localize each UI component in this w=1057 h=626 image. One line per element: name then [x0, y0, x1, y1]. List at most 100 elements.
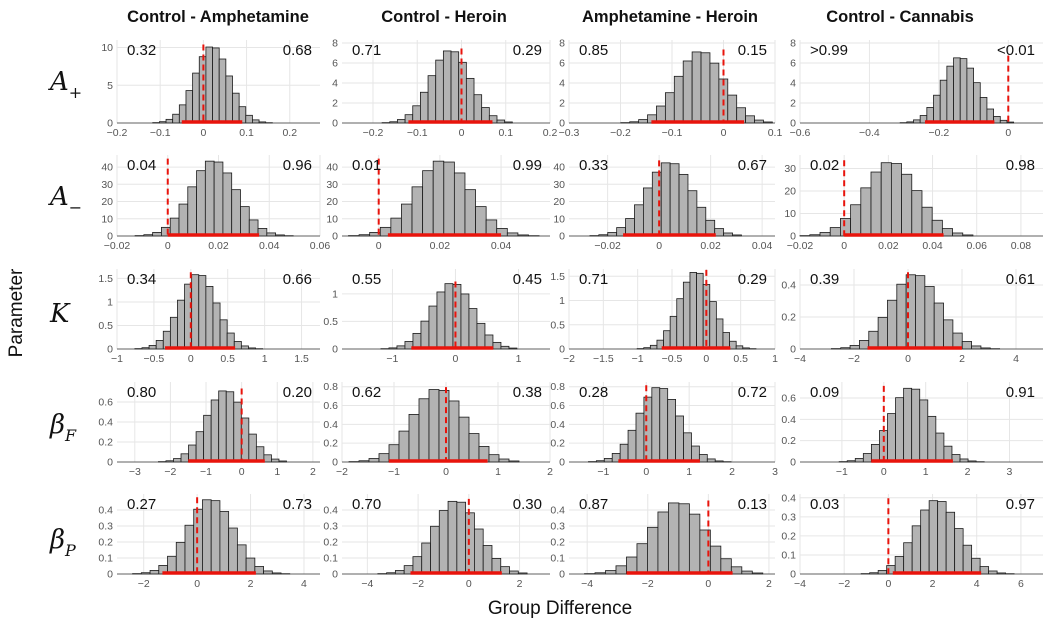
histogram-bar: [698, 454, 708, 463]
histogram-bar: [443, 161, 455, 237]
histogram-bar: [187, 186, 197, 237]
y-tick-label: 0.8: [323, 381, 338, 393]
y-tick-label: 0: [332, 457, 338, 469]
panel-beta-p-amphetamine-heroin: −4 −2 0 2 0 0.1 0.2 0.3 0.4 0.87 0.13: [550, 494, 775, 590]
histogram-bar: [636, 543, 648, 575]
probability-right: 0.15: [738, 42, 767, 59]
probability-right: <0.01: [997, 42, 1035, 59]
histogram-bar: [236, 544, 247, 575]
x-tick-label: −1: [836, 466, 848, 478]
histogram-bar: [920, 509, 930, 575]
histogram-bar: [252, 119, 260, 124]
histogram-bar: [420, 320, 430, 350]
histogram-bar: [607, 232, 618, 237]
y-tick-label: 2: [332, 98, 338, 110]
x-axis-title: Group Difference: [488, 598, 632, 619]
probability-left: 0.55: [352, 271, 381, 288]
y-tick-label: 6: [559, 58, 565, 70]
histogram-bar: [458, 416, 470, 463]
x-tick-label: −1: [386, 353, 398, 365]
row-label-subscript: +: [69, 83, 82, 102]
row-label-symbol: β: [49, 525, 65, 555]
x-tick-label: 0.02: [878, 240, 899, 252]
histogram-bar: [952, 232, 964, 237]
x-tick-label: 0.06: [310, 240, 331, 252]
histogram-bar: [709, 62, 720, 124]
histogram-bar: [421, 542, 431, 575]
y-tick-label: 0.4: [781, 492, 796, 504]
histogram-bar: [937, 501, 947, 575]
histogram-bar: [638, 119, 648, 124]
y-tick-label: 0: [107, 569, 113, 581]
y-tick-label: 0.5: [550, 319, 565, 331]
row-label-symbol: A: [48, 182, 69, 212]
x-tick-label: −1.5: [593, 353, 614, 365]
probability-right: 0.66: [283, 271, 312, 288]
histogram-bar: [148, 345, 157, 350]
x-tick-label: 4: [301, 578, 307, 590]
histogram-bar: [213, 161, 224, 237]
histogram-bar: [468, 308, 478, 350]
panel-beta-f-amphetamine-heroin: −1 0 1 2 3 0 0.2 0.4 0.6 0.8 0.28 0.72: [550, 381, 778, 478]
probability-left: 0.01: [352, 157, 381, 174]
histogram-bar: [627, 429, 637, 463]
histogram-bar: [634, 204, 644, 237]
histogram-bar: [862, 453, 872, 463]
x-tick-label: 0: [643, 466, 649, 478]
panel-beta-f-control-heroin: −2 −1 0 1 2 0 0.2 0.4 0.6 0.8 0.62 0.38: [323, 381, 553, 478]
histogram-bar: [945, 511, 956, 575]
histogram-bar: [474, 528, 484, 575]
histogram-bar: [962, 544, 973, 575]
histogram-bar: [961, 341, 972, 350]
x-tick-label: −2: [412, 578, 424, 590]
histogram-bar: [205, 286, 214, 350]
x-tick-label: 0: [200, 127, 206, 139]
histogram-bar: [436, 291, 446, 350]
y-tick-label: 10: [101, 42, 113, 54]
histogram-bar: [988, 570, 998, 575]
histogram-bar: [411, 186, 424, 237]
histogram-bar: [254, 566, 264, 575]
histogram-bar: [178, 203, 189, 237]
histogram-bar: [667, 399, 677, 463]
histogram-bar: [660, 162, 671, 237]
x-tick-label: 2: [959, 353, 965, 365]
x-tick-label: 0.02: [430, 240, 451, 252]
panel-a-plus-amphetamine-heroin: −0.3 −0.2 −0.1 0 0.1 0 2 4 6 8 0.85 0.15: [559, 38, 783, 140]
x-tick-label: −2: [642, 578, 654, 590]
y-tick-label: 0.3: [781, 511, 796, 523]
histogram-bar: [248, 433, 257, 463]
x-tick-label: −2: [138, 578, 150, 590]
histogram-bar: [418, 398, 430, 463]
histogram-bar: [696, 272, 704, 350]
x-tick-label: 0.02: [700, 240, 721, 252]
histogram-bar: [447, 500, 458, 575]
row-label-beta-p: βP: [49, 525, 76, 560]
histogram-bar: [635, 412, 645, 463]
x-tick-label: −2: [164, 466, 176, 478]
probability-right: 0.29: [513, 42, 542, 59]
histogram-bar: [465, 77, 475, 124]
histogram-bar: [605, 570, 617, 575]
y-tick-label: 0.6: [550, 400, 565, 412]
x-tick-label: 0: [453, 353, 459, 365]
histogram-bar: [921, 206, 933, 237]
x-tick-label: −0.2: [107, 127, 128, 139]
probability-left: 0.04: [127, 157, 156, 174]
x-tick-label: −4: [794, 353, 806, 365]
histogram-bar: [669, 315, 678, 350]
y-tick-label: 1.5: [550, 271, 565, 283]
x-tick-label: 0.06: [967, 240, 988, 252]
histogram-bar: [448, 400, 460, 463]
histogram-bar: [225, 391, 235, 463]
y-tick-label: 0.4: [323, 419, 338, 431]
probability-left: 0.32: [127, 42, 156, 59]
probability-right: 0.72: [738, 384, 767, 401]
y-tick-label: 8: [559, 38, 565, 50]
panel-a-minus-amphetamine-heroin: −0.02 0 0.02 0.04 0 10 20 30 40 0.33 0.67: [553, 155, 775, 252]
y-tick-label: 0: [559, 231, 565, 243]
y-tick-label: 0: [790, 457, 796, 469]
histogram-bar: [896, 283, 907, 350]
y-tick-label: 0.3: [323, 521, 338, 533]
probability-right: 0.68: [283, 42, 312, 59]
